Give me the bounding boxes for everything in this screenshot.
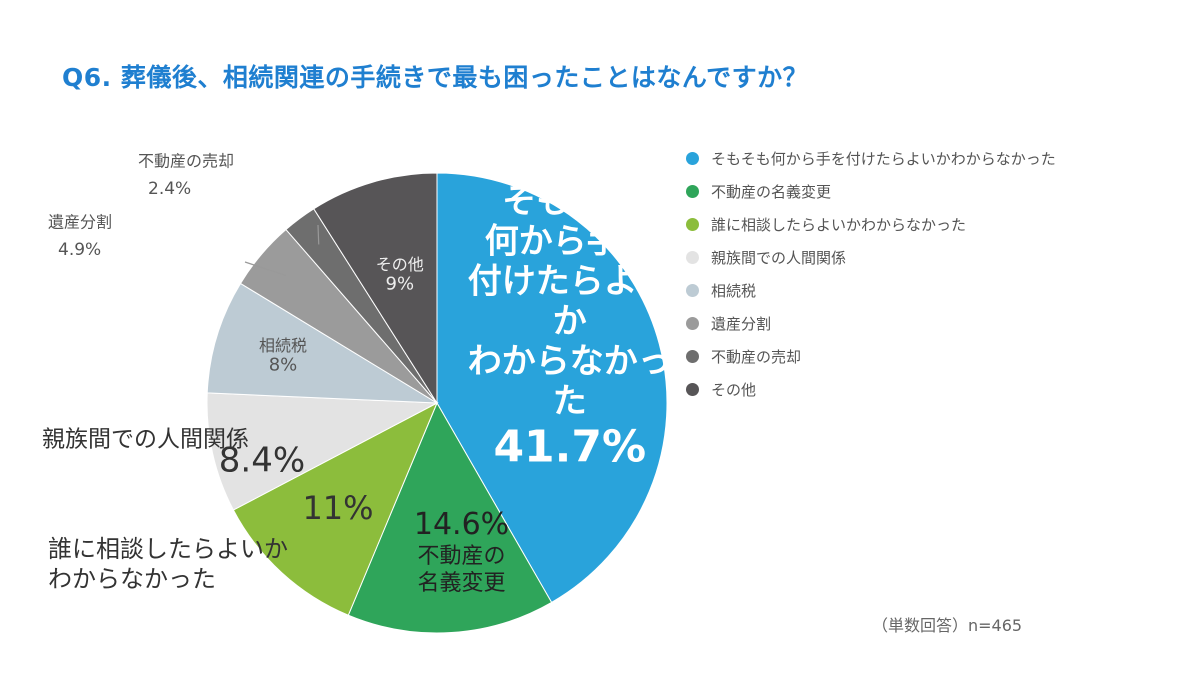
pie-slice	[313, 172, 438, 405]
slice-value-label: 14.6%	[414, 507, 509, 542]
chart-title: Q6. 葬儀後、相続関連の手続きで最も困ったことはなんですか？	[62, 63, 809, 92]
slice-label: その他	[376, 255, 424, 274]
legend-label: 親族間での人間関係	[711, 249, 847, 267]
legend-swatch	[686, 152, 699, 165]
legend-item: 遺産分割	[686, 307, 1056, 340]
legend-swatch	[686, 350, 699, 363]
slice-label: 何から手を	[485, 222, 655, 262]
pie-slice	[206, 282, 438, 404]
chart-legend: そもそも何から手を付けたらよいかわからなかった 不動産の名義変更誰に相談したらよい…	[686, 142, 1056, 406]
slice-label: そもそも	[502, 182, 637, 222]
legend-label: 誰に相談したらよいかわからなかった	[711, 216, 967, 234]
slice-label: 相続税	[259, 336, 307, 355]
legend-item: 誰に相談したらよいかわからなかった	[686, 208, 1056, 241]
legend-label: 相続税	[711, 282, 757, 300]
slice-value-label: 8.4%	[219, 441, 305, 481]
slice-label: 親族間での人間関係	[42, 427, 249, 453]
legend-item: その他	[686, 373, 1056, 406]
legend-label: そもそも何から手を付けたらよいかわからなかった	[711, 150, 1056, 168]
legend-swatch	[686, 383, 699, 396]
slice-label: か	[553, 302, 587, 342]
slice-value-label: 41.7%	[493, 421, 646, 472]
legend-swatch	[686, 185, 699, 198]
legend-swatch	[686, 317, 699, 330]
pie-slice	[436, 172, 668, 604]
slice-value-label: 8%	[269, 355, 298, 376]
pie-slice	[347, 401, 553, 634]
slice-value-label: 4.9%	[58, 240, 101, 260]
slice-label: わからなかっ	[468, 342, 672, 382]
legend-swatch	[686, 218, 699, 231]
legend-swatch	[686, 284, 699, 297]
legend-label: 不動産の売却	[711, 348, 802, 366]
slice-value-label: 2.4%	[148, 179, 191, 199]
slice-label: 誰に相談したらよいか	[48, 535, 288, 563]
legend-item: 不動産の名義変更	[686, 175, 1056, 208]
pie-slice	[232, 401, 438, 616]
sample-note: （単数回答）n=465	[872, 616, 1023, 635]
slice-label: 遺産分割	[48, 213, 112, 232]
legend-item: 不動産の売却	[686, 340, 1056, 373]
slice-label: わからなかった	[48, 565, 216, 593]
slice-label: 名義変更	[418, 571, 506, 596]
legend-item: そもそも何から手を付けたらよいかわからなかった	[686, 142, 1056, 175]
slice-label: た	[553, 382, 587, 422]
slice-value-label: 11%	[302, 489, 373, 527]
slice-label: 付けたらよい	[468, 262, 672, 302]
legend-label: 遺産分割	[711, 315, 772, 333]
legend-label: その他	[711, 381, 757, 399]
slice-label: 不動産の売却	[138, 152, 234, 171]
pie-slice	[206, 392, 439, 511]
slice-value-label: 9%	[386, 273, 415, 294]
legend-label: 不動産の名義変更	[711, 183, 832, 201]
slice-label: 不動産の	[418, 544, 506, 569]
legend-swatch	[686, 251, 699, 264]
legend-item: 相続税	[686, 274, 1056, 307]
leader-line	[244, 261, 286, 277]
leader-line	[317, 224, 320, 245]
legend-item: 親族間での人間関係	[686, 241, 1056, 274]
